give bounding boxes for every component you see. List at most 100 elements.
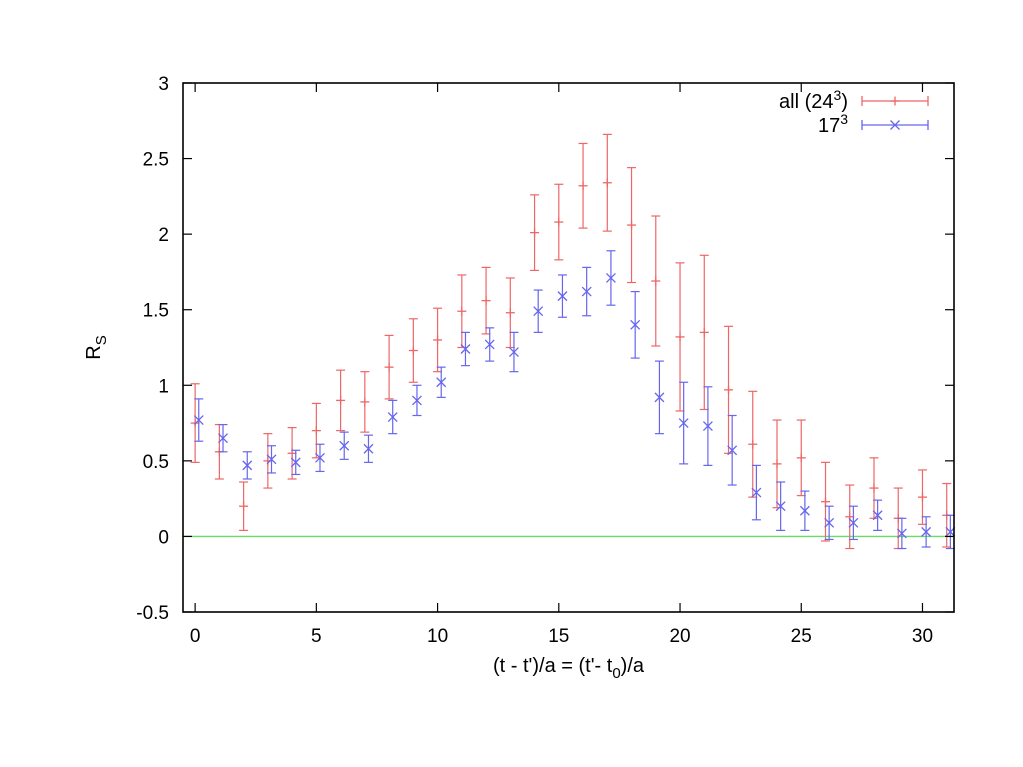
data-point (654, 360, 665, 435)
data-point (824, 505, 835, 541)
data-point (602, 133, 612, 232)
point-marker (775, 501, 786, 512)
marker-stroke (581, 286, 592, 297)
data-point (481, 266, 491, 335)
point-marker (387, 412, 398, 422)
marker-stroke (242, 460, 253, 471)
marker-stroke (508, 347, 519, 357)
legend-sample-17 (861, 120, 929, 130)
point-marker (627, 220, 637, 230)
marker-stroke (460, 344, 471, 354)
data-point (193, 398, 204, 442)
data-point (921, 516, 932, 548)
data-point (630, 290, 641, 359)
marker-stroke (315, 452, 325, 463)
point-marker (917, 492, 927, 502)
data-point (266, 445, 277, 474)
marker-stroke (387, 412, 398, 422)
data-point (554, 183, 564, 261)
point-marker (748, 439, 758, 449)
data-point (436, 366, 447, 398)
point-marker (799, 505, 810, 516)
marker-stroke (678, 418, 689, 429)
point-marker (218, 433, 228, 444)
y-tick-label: -0.5 (136, 603, 169, 624)
data-point (460, 331, 471, 367)
data-point (651, 215, 661, 347)
point-marker (554, 217, 564, 227)
plot-area-frame (182, 82, 955, 613)
data-point (457, 274, 467, 349)
marker-stroke (921, 526, 932, 537)
data-point (751, 464, 762, 521)
point-marker (654, 392, 665, 403)
y-tick-label: 3 (158, 74, 169, 95)
data-point (557, 274, 568, 318)
x-tick-label: 25 (791, 626, 812, 647)
x-axis-label: (t - t')/a = (t'- t0)/a (493, 655, 645, 682)
data-point (917, 469, 927, 525)
y-tick-label: 2 (158, 225, 169, 246)
y-axis-label-sub: S (93, 335, 110, 345)
point-marker (336, 395, 346, 405)
x-tick-label: 0 (190, 626, 201, 647)
legend-sample-all (861, 96, 929, 106)
marker-stroke (363, 443, 374, 454)
data-point (775, 481, 786, 531)
legend-label-17-main: 17 (818, 115, 840, 137)
point-marker (772, 459, 782, 469)
point-marker (896, 528, 907, 539)
x-tick-label: 5 (311, 626, 322, 647)
marker-stroke (484, 339, 495, 350)
marker-stroke (890, 120, 900, 130)
marker-stroke (290, 457, 301, 468)
point-marker (605, 273, 616, 283)
marker-stroke (799, 505, 810, 516)
point-marker (484, 339, 495, 350)
point-marker (581, 286, 592, 297)
point-marker (678, 418, 689, 429)
point-marker (702, 421, 713, 432)
data-point (360, 371, 370, 433)
point-marker (311, 426, 321, 436)
point-marker (481, 296, 491, 306)
marker-stroke (436, 377, 447, 388)
data-point (821, 461, 830, 542)
data-point (727, 414, 738, 486)
x-tick-label: 10 (427, 626, 448, 647)
point-marker (408, 346, 418, 356)
series-1 (193, 250, 956, 550)
data-point (772, 419, 782, 509)
point-marker (433, 335, 443, 345)
legend-label-17-sup: 3 (840, 111, 848, 127)
point-marker (530, 228, 540, 238)
marker-stroke (702, 421, 713, 432)
marker-stroke (751, 487, 762, 498)
point-marker (578, 181, 588, 191)
marker-stroke (824, 517, 835, 528)
legend-label-all-tail: ) (841, 91, 848, 113)
point-marker (821, 497, 830, 507)
data-point (605, 250, 616, 306)
y-tick-label: 1.5 (143, 301, 169, 322)
x-axis-label-tail: )/a (621, 655, 645, 677)
marker-stroke (775, 501, 786, 512)
data-point (581, 266, 592, 317)
data-point (433, 307, 443, 373)
data-point (896, 517, 907, 550)
point-marker (412, 395, 422, 406)
data-point (239, 481, 249, 531)
data-point (242, 451, 253, 480)
point-marker (505, 308, 515, 318)
point-marker (315, 452, 325, 463)
marker-stroke (266, 454, 277, 465)
point-marker (727, 445, 738, 456)
point-marker (339, 440, 350, 451)
marker-stroke (896, 528, 907, 539)
data-point (702, 386, 713, 466)
y-tick-label: 0 (158, 527, 169, 548)
legend-label-all-main: all (24 (779, 91, 833, 113)
y-tick-label: 1 (158, 376, 169, 397)
data-point (408, 318, 418, 383)
